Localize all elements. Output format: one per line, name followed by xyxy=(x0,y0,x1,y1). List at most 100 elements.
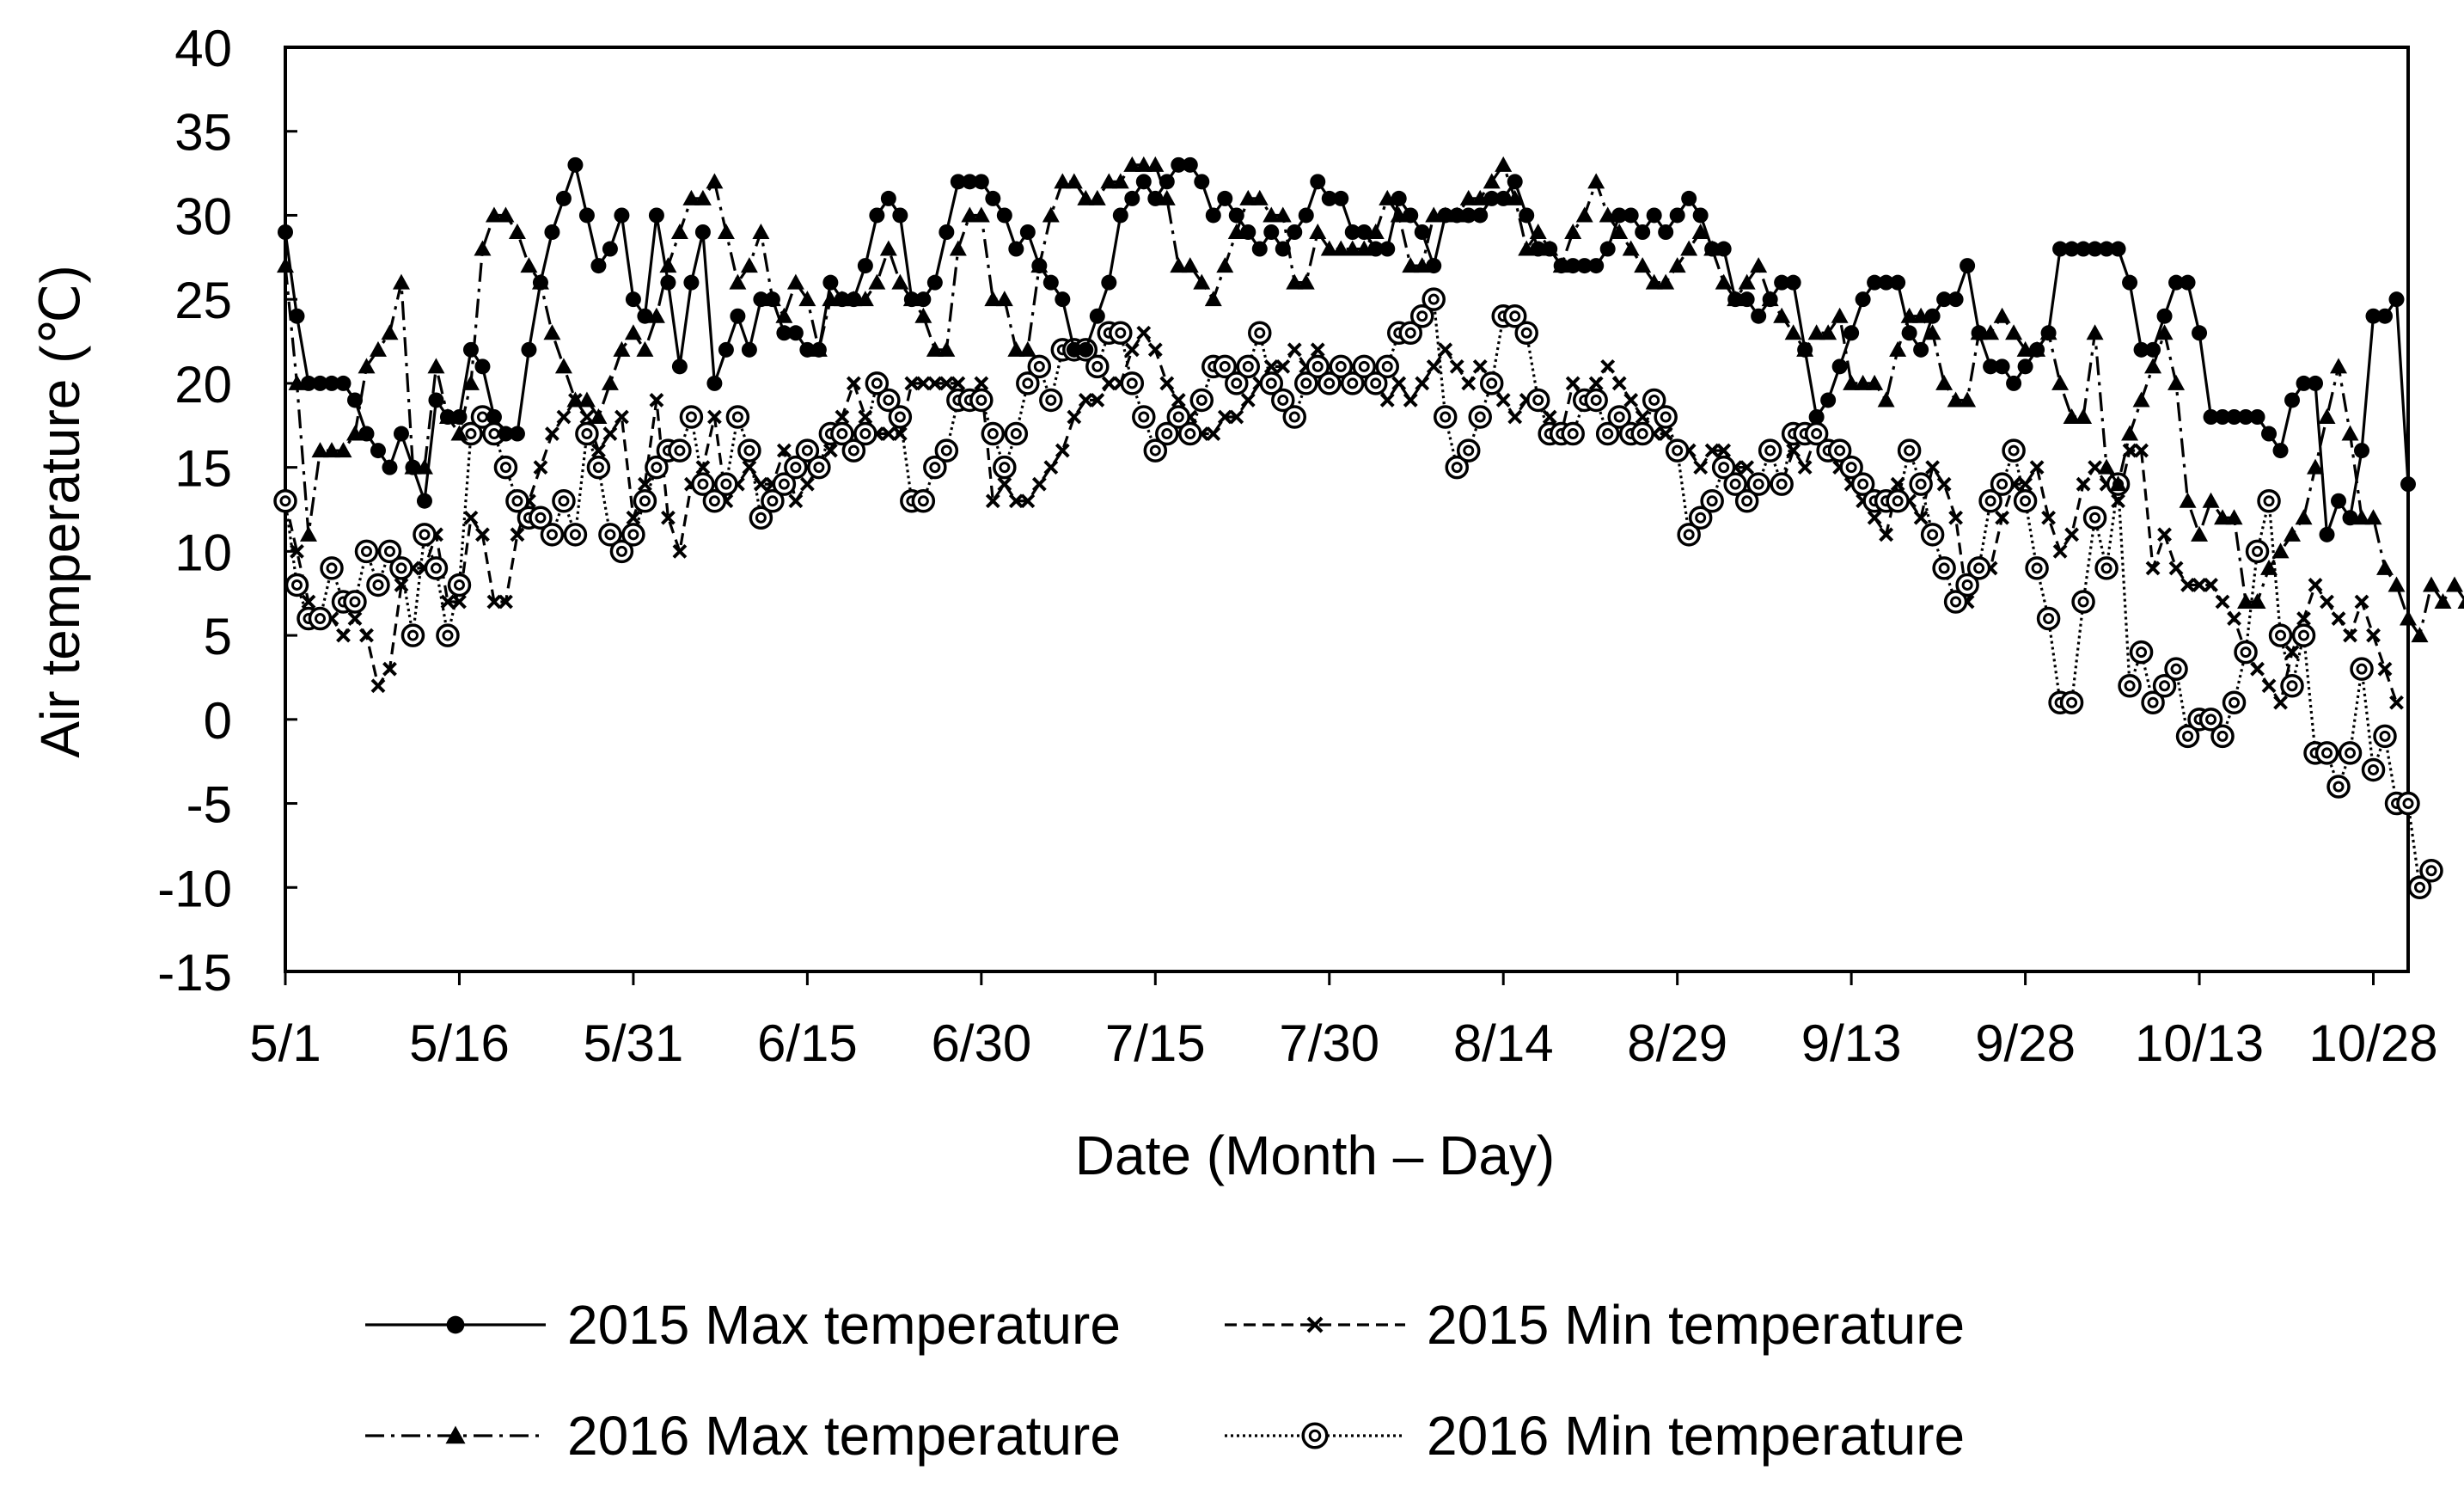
data-point xyxy=(1101,274,1117,291)
data-point xyxy=(1762,291,1778,308)
ring-marker-outer xyxy=(1456,438,1481,463)
ring-marker-inner xyxy=(883,394,895,406)
ring-marker-inner xyxy=(1961,579,1973,591)
ring-marker-inner xyxy=(1184,428,1196,440)
data-point xyxy=(323,375,339,391)
data-point xyxy=(891,273,909,290)
ring-marker-outer xyxy=(2071,590,2095,614)
data-point xyxy=(879,240,897,256)
data-point xyxy=(996,207,1012,224)
ring-marker-outer xyxy=(2025,556,2049,580)
data-point xyxy=(1657,273,1675,290)
data-point xyxy=(1120,371,1145,395)
data-point xyxy=(436,623,460,647)
data-point xyxy=(1909,472,1933,496)
data-point xyxy=(1588,376,1604,391)
x-marker-stroke xyxy=(1635,409,1650,425)
ring-marker-outer xyxy=(1132,405,1156,429)
x-tick-label: 6/30 xyxy=(931,1014,1031,1072)
x-marker-stroke xyxy=(2204,578,2218,592)
x-marker-stroke xyxy=(951,376,966,391)
data-point xyxy=(1018,340,1036,357)
data-point xyxy=(1773,307,1791,323)
ring-marker-inner xyxy=(859,428,871,440)
data-point xyxy=(682,189,700,205)
data-point xyxy=(2457,597,2464,609)
data-point xyxy=(2155,324,2174,340)
data-point xyxy=(2088,460,2102,475)
x-axis-label: Date (Month – Day) xyxy=(1075,1124,1555,1186)
data-point xyxy=(1031,476,1047,492)
ring-marker-outer xyxy=(575,421,599,446)
ring-marker-outer xyxy=(1155,421,1179,446)
data-point xyxy=(702,488,727,513)
data-point xyxy=(312,375,328,391)
ring-marker-inner xyxy=(349,596,361,608)
ring-marker-inner xyxy=(1996,478,2008,490)
x-marker-stroke xyxy=(1147,342,1163,358)
data-point xyxy=(1259,371,1284,395)
data-point xyxy=(915,376,931,391)
data-point xyxy=(1109,321,1133,346)
data-point xyxy=(498,426,514,442)
ring-marker-inner xyxy=(2298,629,2310,641)
ring-marker-inner xyxy=(1520,327,1532,339)
ring-marker-inner xyxy=(1984,495,1996,507)
ring-marker-inner xyxy=(1973,562,1985,574)
ring-marker-inner xyxy=(1265,377,1277,389)
ring-marker-outer xyxy=(1607,405,1631,429)
ring-marker-inner xyxy=(801,444,813,457)
data-point xyxy=(1983,358,1999,375)
ring-marker-inner xyxy=(1845,462,1857,474)
x-marker-stroke xyxy=(2076,476,2091,492)
data-point xyxy=(1807,324,1825,340)
data-point xyxy=(2400,476,2416,493)
ring-marker-inner xyxy=(2182,730,2194,742)
data-point xyxy=(602,241,618,257)
data-point xyxy=(877,388,901,413)
ring-marker-inner xyxy=(1115,327,1127,339)
data-point xyxy=(2099,241,2115,257)
data-point xyxy=(273,488,297,513)
data-point xyxy=(1391,376,1407,391)
x-marker-stroke xyxy=(835,409,850,425)
data-point xyxy=(621,523,645,547)
data-point xyxy=(2156,308,2173,324)
data-point xyxy=(1100,173,1118,189)
ring-marker-inner xyxy=(1729,478,1741,490)
ring-marker-inner xyxy=(615,545,627,557)
y-tick-label: -15 xyxy=(157,944,232,1002)
ring-marker-inner xyxy=(326,562,338,574)
data-point xyxy=(354,539,379,564)
series-line xyxy=(284,331,2399,704)
data-point xyxy=(1066,341,1082,358)
ring-marker-outer xyxy=(621,523,645,547)
ring-marker-inner xyxy=(2356,663,2368,675)
data-point xyxy=(846,291,862,308)
ring-marker-outer xyxy=(877,388,901,413)
data-point xyxy=(903,291,920,308)
data-point xyxy=(2273,695,2288,710)
data-point xyxy=(609,539,634,564)
ring-marker-inner xyxy=(1904,444,1916,457)
data-point xyxy=(475,527,490,542)
x-marker-stroke xyxy=(2192,578,2207,592)
data-point xyxy=(717,224,735,239)
data-point xyxy=(1588,258,1605,274)
ring-marker-outer xyxy=(1479,371,1504,395)
data-point xyxy=(2250,661,2265,677)
data-point xyxy=(1669,207,1685,224)
data-point xyxy=(1877,391,1895,407)
x-marker-stroke xyxy=(533,460,548,475)
series-2015-max-temperature xyxy=(278,156,2416,542)
data-point xyxy=(601,374,619,390)
data-point xyxy=(1433,405,1458,429)
data-point xyxy=(370,443,386,459)
data-point xyxy=(2338,741,2363,765)
data-point xyxy=(2168,561,2184,576)
data-point xyxy=(753,291,769,308)
data-point xyxy=(2122,274,2138,291)
legend-label: 2016 Min temperature xyxy=(1427,1405,1965,1467)
y-axis-ticks: 40 35 30 25 20 15 10 5 0 -5 -10 -15 xyxy=(157,20,297,1002)
ring-marker-outer xyxy=(772,472,797,496)
